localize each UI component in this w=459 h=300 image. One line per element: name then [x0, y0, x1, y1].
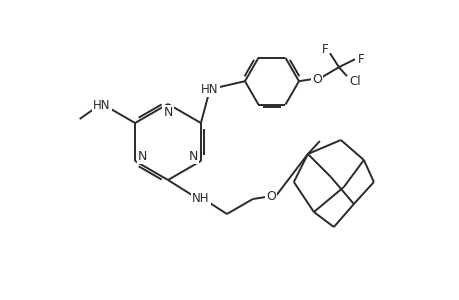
Text: HN: HN [93, 98, 111, 112]
Text: F: F [357, 53, 364, 66]
Text: O: O [265, 190, 275, 203]
Text: N: N [163, 106, 172, 119]
Text: HN: HN [201, 83, 218, 96]
Text: O: O [311, 73, 321, 86]
Text: N: N [189, 150, 198, 163]
Text: F: F [321, 43, 328, 56]
Text: Cl: Cl [348, 75, 360, 88]
Text: N: N [137, 150, 147, 163]
Text: NH: NH [192, 193, 209, 206]
